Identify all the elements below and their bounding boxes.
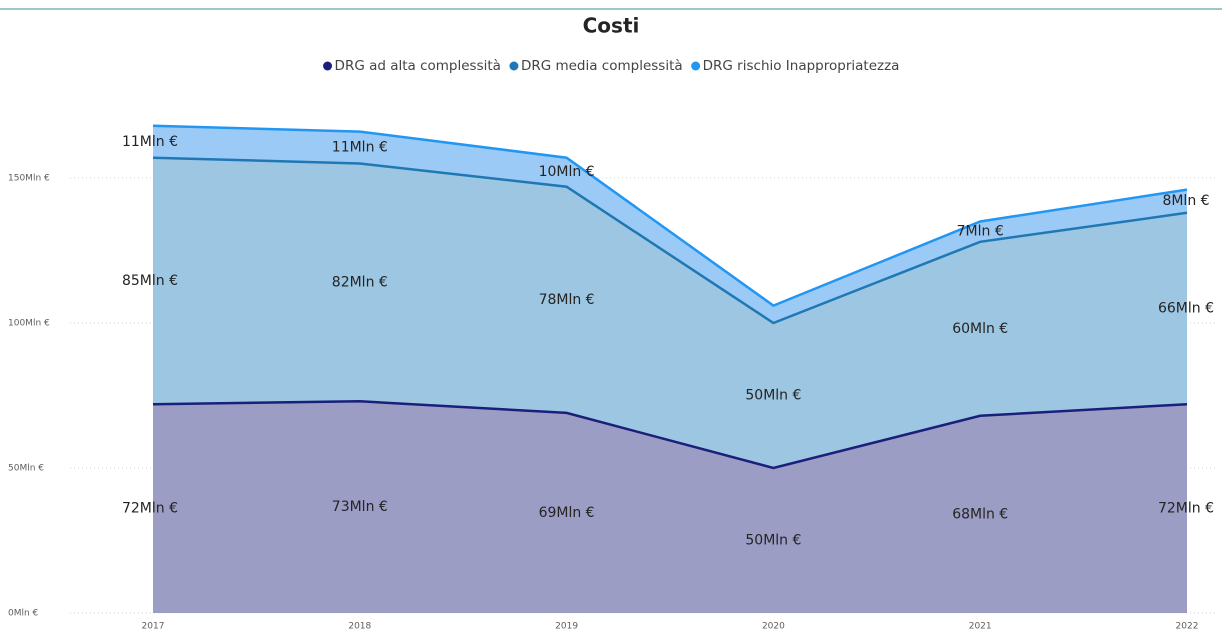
- data-label: 11Mln €: [332, 140, 388, 156]
- data-label: 82Mln €: [332, 274, 388, 290]
- data-label: 10Mln €: [539, 164, 595, 180]
- data-label: 8Mln €: [1162, 193, 1209, 209]
- legend-marker: [323, 61, 333, 71]
- data-label: 73Mln €: [332, 499, 388, 515]
- x-tick-label: 2021: [969, 622, 992, 632]
- data-label: 11Mln €: [122, 134, 178, 150]
- legend-label: DRG media complessità: [521, 58, 683, 74]
- legend-marker: [509, 61, 519, 71]
- y-tick-label: 50Mln €: [8, 464, 44, 474]
- data-label: 85Mln €: [122, 273, 178, 289]
- data-label: 66Mln €: [1158, 301, 1214, 317]
- y-tick-label: 100Mln €: [8, 319, 50, 329]
- x-tick-label: 2022: [1176, 622, 1199, 632]
- area: [153, 157, 1187, 468]
- data-label: 72Mln €: [1158, 501, 1214, 517]
- x-tick-label: 2017: [142, 622, 165, 632]
- chart-title: Costi: [583, 14, 640, 38]
- line: [152, 124, 1188, 308]
- line: [152, 400, 1188, 470]
- y-tick-label: 0Mln €: [8, 609, 39, 619]
- data-label: 68Mln €: [952, 506, 1008, 522]
- legend-label: DRG ad alta complessità: [335, 58, 501, 74]
- line: [152, 156, 1188, 325]
- data-label: 78Mln €: [539, 292, 595, 308]
- data-label: 69Mln €: [539, 505, 595, 521]
- legend: DRG ad alta complessità DRG media comples…: [323, 58, 899, 74]
- legend-label: DRG rischio Inappropriatezza: [703, 58, 900, 74]
- x-tick-label: 2020: [762, 622, 785, 632]
- data-label: 7Mln €: [957, 224, 1004, 240]
- x-tick-label: 2019: [555, 622, 578, 632]
- data-label: 60Mln €: [952, 321, 1008, 337]
- data-label: 72Mln €: [122, 501, 178, 517]
- area: [153, 125, 1187, 323]
- data-label: 50Mln €: [745, 388, 801, 404]
- y-tick-label: 150Mln €: [8, 174, 50, 184]
- legend-marker: [691, 61, 701, 71]
- x-tick-label: 2018: [348, 622, 371, 632]
- area: [153, 401, 1187, 613]
- data-label: 50Mln €: [745, 533, 801, 549]
